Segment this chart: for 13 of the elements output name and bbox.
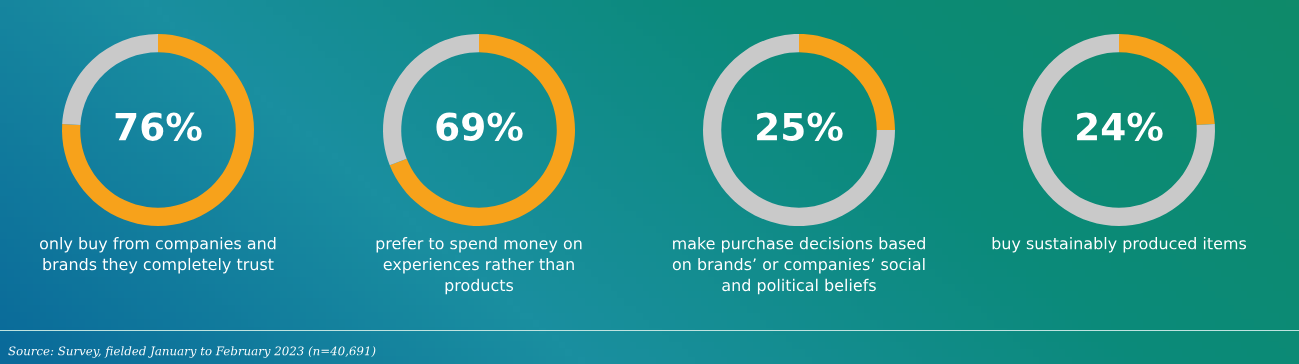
data-label: 76% bbox=[115, 112, 202, 141]
source-note: Source: Survey, fielded January to February 2023 (n=40,691) bbox=[8, 346, 376, 358]
data-label: 25% bbox=[757, 112, 843, 141]
text: make purchase decisions based on brands’ or companies’ social and political beliefs bbox=[672, 237, 925, 295]
donut-slice bbox=[389, 34, 575, 226]
donut-slice bbox=[62, 34, 254, 226]
text: only buy from companies and brands they completely trust bbox=[40, 237, 276, 274]
donut-slice bbox=[1023, 34, 1215, 226]
text: prefer to spend money on experiences rather than products bbox=[376, 237, 582, 295]
donut-slice bbox=[703, 34, 895, 226]
data-label: 69% bbox=[436, 112, 523, 141]
text: buy sustainably produced items bbox=[992, 237, 1247, 253]
data-label: 24% bbox=[1077, 112, 1163, 141]
